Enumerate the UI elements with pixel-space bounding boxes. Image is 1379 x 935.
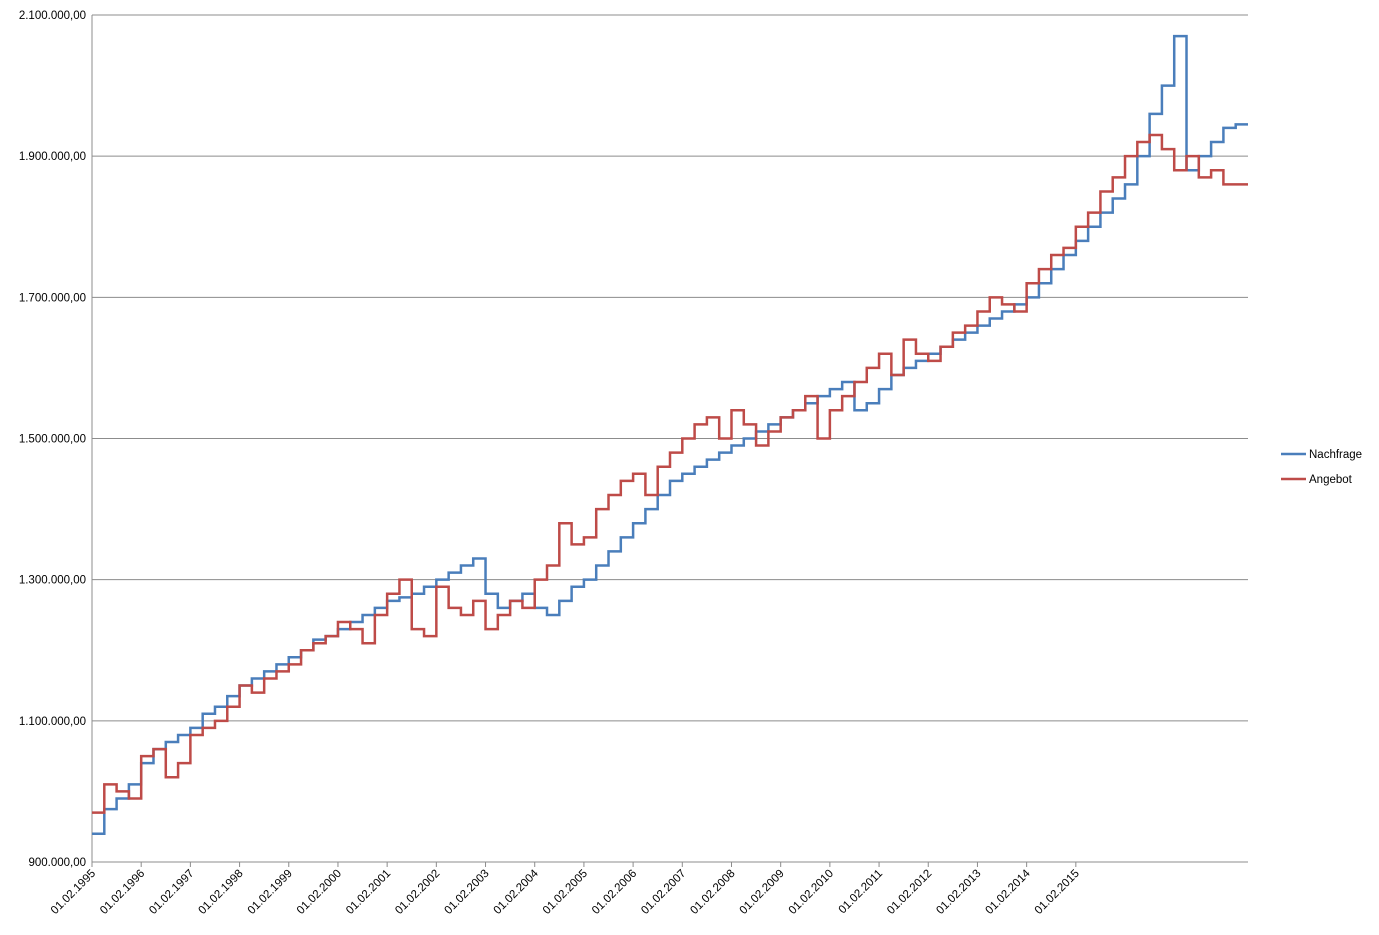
x-tick-label: 01.02.2013 — [934, 868, 983, 917]
y-tick-label: 1.100.000,00 — [19, 716, 86, 728]
series-line-angebot — [92, 133, 1248, 814]
x-tick-label: 01.02.2003 — [442, 868, 491, 917]
legend: Nachfrage Angebot — [1281, 449, 1362, 486]
x-tick-label: 01.02.1996 — [98, 868, 147, 917]
gridlines — [92, 14, 1248, 722]
y-tick-label: 1.700.000,00 — [19, 292, 86, 304]
x-tick-label: 01.02.2007 — [639, 868, 688, 917]
x-tick-label: 01.02.1995 — [49, 868, 98, 917]
x-tick-label: 01.02.2011 — [837, 868, 886, 917]
y-axis-ticks: 900.000,00 1.100.000,00 1.300.000,00 1.500.… — [19, 10, 86, 869]
x-tick-label: 01.02.1998 — [197, 868, 246, 917]
x-tick-label: 01.02.2002 — [393, 868, 442, 917]
x-tick-label: 01.02.2000 — [295, 868, 344, 917]
y-tick-label: 1.900.000,00 — [19, 151, 86, 163]
series-lines — [92, 34, 1248, 836]
x-tick-label: 01.02.2001 — [344, 868, 393, 917]
legend-label-angebot: Angebot — [1309, 474, 1353, 486]
x-tick-label: 01.02.2010 — [787, 868, 836, 917]
x-axis: 01.02.1995 01.02.1996 01.02.1997 01.02.1998… — [49, 15, 1248, 917]
x-tick-label: 01.02.2014 — [984, 867, 1034, 917]
x-tick-label: 01.02.1997 — [147, 868, 196, 917]
y-tick-label: 2.100.000,00 — [19, 10, 86, 22]
x-tick-label: 01.02.2012 — [885, 868, 934, 917]
x-tick-label: 01.02.1999 — [246, 868, 295, 917]
y-tick-label: 1.500.000,00 — [19, 434, 86, 446]
x-tick-label: 01.02.2015 — [1033, 868, 1082, 917]
x-tick-label: 01.02.2009 — [738, 868, 787, 917]
x-tick-label: 01.02.2006 — [590, 868, 639, 917]
x-tick-label: 01.02.2005 — [541, 868, 590, 917]
y-tick-label: 900.000,00 — [28, 857, 86, 869]
x-tick-label: 01.02.2008 — [688, 868, 737, 917]
legend-label-nachfrage: Nachfrage — [1309, 449, 1362, 461]
y-tick-label: 1.300.000,00 — [19, 575, 86, 587]
x-tick-label: 01.02.2004 — [492, 867, 542, 917]
